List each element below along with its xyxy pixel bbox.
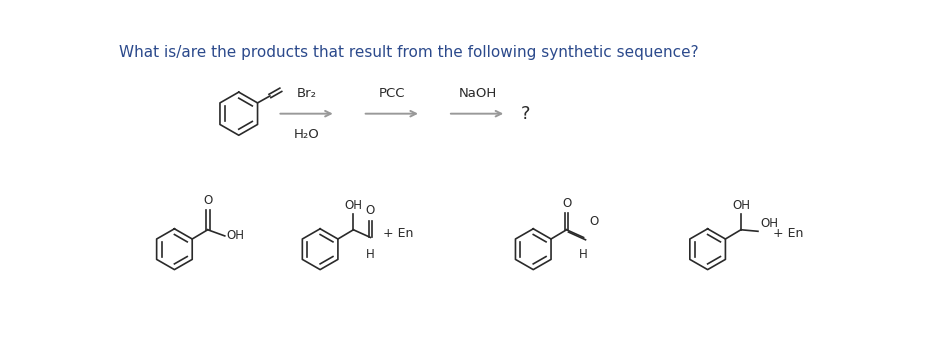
Text: OH: OH <box>344 199 363 212</box>
Text: OH: OH <box>732 199 750 212</box>
Text: NaOH: NaOH <box>458 87 496 100</box>
Text: PCC: PCC <box>379 87 405 100</box>
Text: O: O <box>203 193 213 207</box>
Text: H: H <box>579 248 588 261</box>
Text: OH: OH <box>226 230 244 242</box>
Text: O: O <box>589 215 599 228</box>
Text: H: H <box>366 248 375 261</box>
Text: What is/are the products that result from the following synthetic sequence?: What is/are the products that result fro… <box>120 45 699 60</box>
Text: O: O <box>562 197 571 210</box>
Text: Br₂: Br₂ <box>297 87 317 100</box>
Text: H₂O: H₂O <box>294 127 320 141</box>
Text: OH: OH <box>760 217 778 230</box>
Text: + En: + En <box>382 227 413 240</box>
Text: O: O <box>365 205 375 217</box>
Text: + En: + En <box>773 227 804 240</box>
Text: ?: ? <box>521 105 530 123</box>
